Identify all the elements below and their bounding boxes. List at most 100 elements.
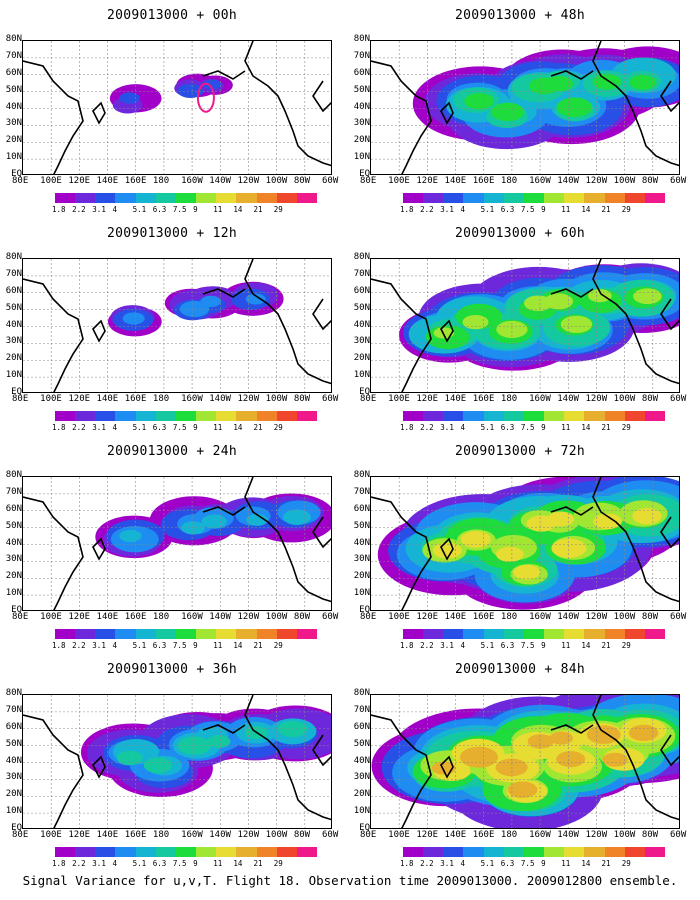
variance-contour — [544, 293, 574, 310]
colorbar-label: 3.1 — [92, 205, 106, 214]
lat-tick-label: 70N — [353, 268, 370, 279]
lat-tick-label: 80N — [353, 34, 370, 44]
lon-tick-label: 100W — [265, 176, 288, 186]
lat-tick-label: 20N — [353, 135, 370, 146]
colorbar-label: 9 — [193, 205, 198, 214]
lat-tick-label: 30N — [5, 772, 22, 783]
lat-tick-label: 20N — [353, 353, 370, 364]
lon-tick-label: 140E — [96, 394, 119, 404]
colorbar-label: 5.1 — [132, 423, 147, 432]
colorbar-label: 11 — [561, 859, 571, 868]
coastline — [440, 101, 454, 125]
colorbar-swatch — [75, 411, 96, 421]
lat-tick-label: 80N — [5, 470, 22, 480]
map-panel — [370, 476, 680, 611]
colorbar-swatch — [604, 193, 625, 203]
variance-contour — [143, 757, 173, 774]
coastline — [202, 288, 246, 298]
variance-contour — [282, 509, 312, 525]
colorbar-swatch — [403, 411, 424, 421]
colorbar-label: 29 — [273, 205, 283, 214]
lon-tick-label: 80E — [12, 830, 29, 840]
coastline — [312, 80, 331, 113]
colorbar-label: 3.1 — [440, 205, 454, 214]
colorbar-label: 4 — [112, 205, 117, 214]
variance-contour — [246, 513, 268, 526]
colorbar-swatch — [155, 629, 176, 639]
lat-tick-label: 50N — [5, 84, 22, 95]
lat-tick-label: 80N — [353, 252, 370, 262]
lat-tick-label: EQ — [11, 605, 22, 615]
variance-contour — [586, 725, 621, 744]
colorbar-swatch — [256, 193, 277, 203]
colorbar-swatch — [196, 411, 217, 421]
lon-tick-label: 120W — [585, 176, 608, 186]
colorbar-swatch — [115, 847, 136, 857]
lon-tick-label: 100E — [40, 394, 62, 404]
coastline — [660, 734, 679, 767]
colorbar-label: 2.2 — [420, 859, 434, 868]
lat-tick-label: 30N — [353, 554, 370, 565]
colorbar-label: 29 — [621, 859, 631, 868]
lat-tick-label: 40N — [353, 755, 370, 766]
colorbar-label: 3.1 — [440, 423, 454, 432]
colorbar-label: 2.2 — [420, 641, 434, 650]
colorbar-swatch — [503, 411, 524, 421]
lon-tick-label: 180 — [500, 394, 518, 404]
figure-caption: Signal Variance for u,v,T. Flight 18. Ob… — [22, 873, 678, 888]
panel-title: 2009013000 + 24h — [107, 444, 238, 459]
lat-tick-label: 50N — [5, 302, 22, 313]
lon-tick-label: 160E — [472, 394, 495, 404]
lon-tick-label: 140W — [209, 176, 231, 186]
colorbar-label: 21 — [601, 423, 611, 432]
variance-contour — [207, 735, 231, 748]
lon-tick-label: 100W — [613, 394, 636, 404]
colorbar-swatch — [443, 411, 464, 421]
variance-contour — [547, 511, 575, 527]
colorbar-label: 2.2 — [72, 859, 86, 868]
colorbar-swatch — [443, 629, 464, 639]
colorbar-swatch — [296, 411, 318, 421]
coastline — [92, 319, 106, 343]
coastline — [440, 755, 454, 779]
colorbar-label: 14 — [581, 859, 591, 868]
lon-tick-label: 160W — [529, 176, 551, 186]
lon-tick-label: 80E — [12, 176, 29, 186]
coastline — [550, 70, 594, 80]
variance-contour — [201, 514, 227, 529]
lat-tick-label: 80N — [5, 34, 22, 44]
variance-contour — [507, 781, 538, 798]
colorbar-label: 2.2 — [420, 423, 434, 432]
variance-contour — [628, 724, 659, 742]
lon-tick-label: 160E — [472, 830, 495, 840]
variance-contour — [490, 102, 525, 122]
lon-tick-label: 160W — [181, 830, 203, 840]
lat-tick-label: 10N — [5, 152, 22, 163]
colorbar-label: 7.5 — [172, 423, 187, 432]
variance-contour — [587, 289, 612, 303]
lon-tick-label: 180 — [152, 830, 170, 840]
lat-tick-label: 60N — [353, 721, 370, 732]
colorbar-swatch — [75, 193, 96, 203]
colorbar-label: 9 — [193, 423, 198, 432]
colorbar-label: 4 — [460, 859, 465, 868]
variance-contour — [432, 542, 462, 559]
colorbar-swatch — [604, 629, 625, 639]
colorbar-swatch — [55, 629, 76, 639]
colorbar-swatch — [584, 847, 605, 857]
lon-tick-label: 120W — [237, 394, 260, 404]
lat-tick-label: 30N — [353, 118, 370, 129]
lon-tick-label: 80E — [12, 612, 29, 622]
colorbar-swatch — [544, 411, 565, 421]
lat-tick-label: 70N — [5, 486, 22, 497]
colorbar-swatch — [624, 629, 645, 639]
colorbar-swatch — [196, 193, 217, 203]
colorbar-swatch — [523, 411, 545, 421]
variance-contour — [177, 83, 204, 98]
variance-contour — [556, 751, 586, 768]
coastline — [592, 477, 679, 603]
variance-contour — [122, 312, 145, 325]
colorbar-swatch — [503, 629, 524, 639]
colorbar-swatch — [155, 847, 176, 857]
lon-tick-label: 140E — [444, 394, 467, 404]
